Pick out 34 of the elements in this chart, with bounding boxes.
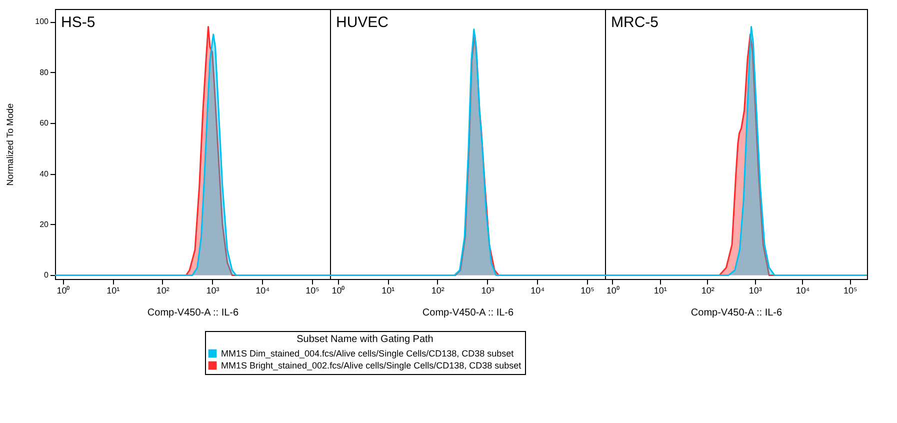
x-tick-label: 10¹	[382, 286, 395, 296]
chart-title: MRC-5	[611, 14, 658, 31]
legend-title: Subset Name with Gating Path	[296, 334, 434, 345]
x-tick-label: 10³	[206, 286, 220, 296]
y-tick-label: 80	[40, 68, 50, 77]
x-tick-label: 10⁵	[843, 286, 858, 296]
x-tick-label: 10²	[431, 286, 444, 296]
x-tick-label: 10²	[156, 286, 170, 296]
x-axis-title: Comp-V450-A :: IL-6	[422, 308, 514, 318]
x-tick-label: 10⁰	[606, 286, 620, 296]
x-tick-label: 10⁵	[306, 286, 320, 296]
x-tick-label: 10⁴	[796, 286, 810, 296]
legend-label: MM1S Dim_stained_004.fcs/Alive cells/Single Cells/CD138, CD38 subset	[221, 348, 514, 358]
x-tick-label: 10¹	[106, 286, 120, 296]
legend-label: MM1S Bright_stained_002.fcs/Alive cells/Single Cells/CD138, CD38 subset	[221, 360, 522, 370]
y-axis-title: Normalized To Mode	[5, 103, 16, 186]
y-tick-label: 20	[40, 220, 50, 229]
x-tick-label: 10³	[748, 286, 762, 296]
x-tick-label: 10⁵	[580, 286, 595, 296]
x-axis-title: Comp-V450-A :: IL-6	[147, 308, 240, 318]
x-tick-label: 10²	[701, 286, 714, 296]
y-tick-label: 100	[35, 17, 50, 26]
x-tick-label: 10³	[481, 286, 494, 296]
x-axis-title: Comp-V450-A :: IL-6	[690, 308, 783, 318]
x-tick-label: 10¹	[654, 286, 667, 296]
y-tick-label: 40	[40, 169, 50, 178]
x-tick-label: 10⁰	[332, 286, 345, 296]
x-tick-label: 10⁰	[56, 286, 70, 296]
x-tick-label: 10⁴	[256, 286, 270, 296]
y-tick-label: 0	[44, 270, 50, 280]
y-tick-label: 60	[40, 118, 50, 128]
chart-title: HS-5	[61, 14, 96, 31]
chart-title: HUVEC	[336, 14, 389, 31]
x-tick-label: 10⁴	[530, 286, 545, 296]
